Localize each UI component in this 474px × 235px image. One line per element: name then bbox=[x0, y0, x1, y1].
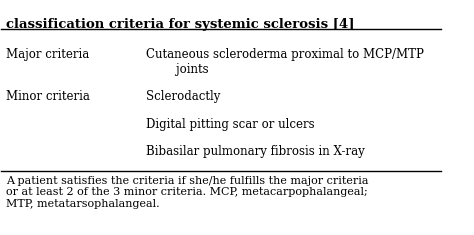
Text: Minor criteria: Minor criteria bbox=[6, 90, 90, 103]
Text: Sclerodactly: Sclerodactly bbox=[146, 90, 221, 103]
Text: Cutaneous scleroderma proximal to MCP/MTP
        joints: Cutaneous scleroderma proximal to MCP/MT… bbox=[146, 48, 424, 76]
Text: classification criteria for systemic sclerosis [4]: classification criteria for systemic scl… bbox=[6, 18, 354, 31]
Text: Bibasilar pulmonary fibrosis in X-ray: Bibasilar pulmonary fibrosis in X-ray bbox=[146, 145, 365, 158]
Text: A patient satisfies the criteria if she/he fulfills the major criteria
or at lea: A patient satisfies the criteria if she/… bbox=[6, 176, 368, 209]
Text: Major criteria: Major criteria bbox=[6, 48, 89, 61]
Text: Digital pitting scar or ulcers: Digital pitting scar or ulcers bbox=[146, 118, 315, 130]
